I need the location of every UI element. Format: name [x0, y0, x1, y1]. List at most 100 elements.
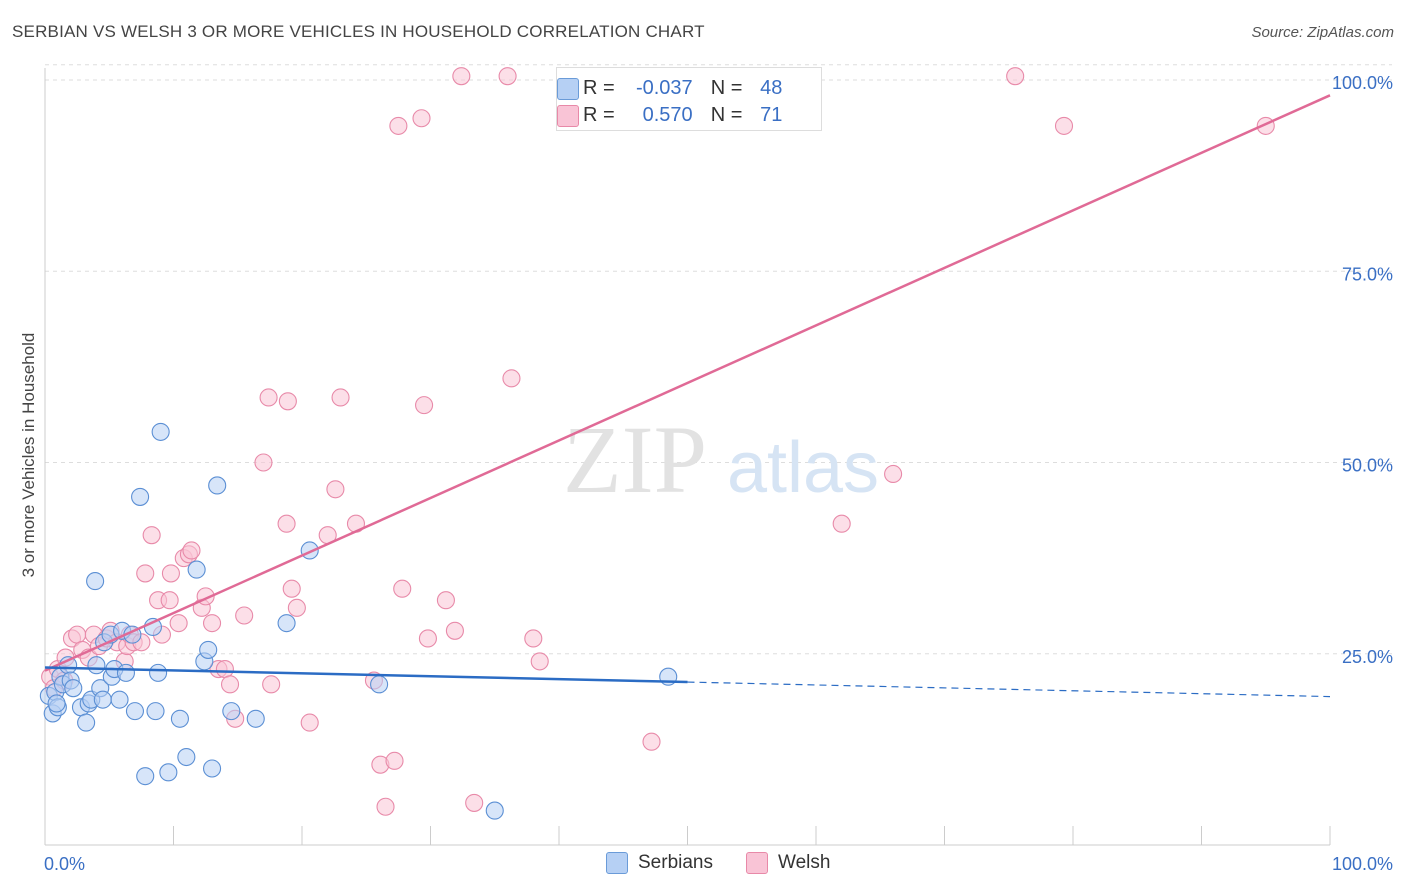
legend-label-welsh: Welsh [778, 852, 831, 873]
serbian-point [222, 702, 241, 721]
welsh-point [436, 591, 455, 610]
x-tick-label: 0.0% [44, 854, 85, 874]
watermark-atlas: atlas [727, 428, 879, 508]
serbian-point [187, 560, 206, 579]
serbian-point [208, 476, 227, 495]
welsh-point [393, 579, 412, 598]
x-tick-label: 100.0% [1332, 854, 1393, 874]
serbian-point [93, 690, 112, 709]
legend-item-serbians[interactable]: Serbians [606, 852, 713, 874]
y-tick-label: 100.0% [1332, 73, 1393, 93]
serbian-point [110, 690, 129, 709]
welsh-point [278, 392, 297, 411]
welsh-point [1006, 67, 1025, 86]
welsh-point [254, 453, 273, 472]
legend-swatch-welsh [746, 852, 768, 874]
welsh-point [259, 388, 278, 407]
serbian-point [246, 709, 265, 728]
welsh-point [498, 67, 517, 86]
y-tick-label: 75.0% [1342, 264, 1393, 284]
welsh-point [326, 480, 345, 499]
serbian-point [64, 679, 83, 698]
welsh-point [282, 579, 301, 598]
serbian-point [125, 702, 144, 721]
welsh-point [142, 526, 161, 545]
welsh-point [331, 388, 350, 407]
chart-title: SERBIAN VS WELSH 3 OR MORE VEHICLES IN H… [12, 22, 705, 41]
legend-r-value: -0.037 [635, 76, 693, 99]
y-tick-label: 50.0% [1342, 456, 1393, 476]
serbian-point [86, 572, 105, 591]
legend-n-value: 71 [760, 103, 783, 126]
welsh-point [68, 625, 87, 644]
legend-r-label: R = [583, 103, 615, 126]
welsh-point [465, 793, 484, 812]
welsh-point [452, 67, 471, 86]
legend-swatch-serbians [606, 852, 628, 874]
legend-n-label: N = [710, 103, 743, 126]
legend-r-value: 0.570 [642, 103, 693, 126]
welsh-point [215, 659, 234, 679]
welsh-point [418, 629, 437, 648]
serbian-point [131, 487, 150, 506]
legend-item-welsh[interactable]: Welsh [746, 852, 830, 874]
serbian-point [47, 694, 66, 713]
serbian-point [370, 675, 389, 694]
serbian-point [277, 614, 296, 633]
trendline-welsh [44, 94, 1331, 672]
welsh-point [235, 606, 254, 625]
welsh-point [642, 732, 661, 751]
welsh-point [203, 614, 222, 633]
watermark-zip: ZIP [563, 406, 707, 513]
welsh-point [160, 591, 179, 610]
tick-labels: 25.0% 50.0% 75.0% 100.0% 0.0% 100.0% [44, 73, 1393, 874]
welsh-point [161, 564, 180, 583]
gridlines [45, 64, 1392, 655]
welsh-point [287, 598, 306, 617]
serbian-point [136, 767, 155, 786]
y-tick-label: 25.0% [1342, 647, 1393, 667]
serbian-point [77, 713, 96, 732]
welsh-point [385, 751, 404, 770]
welsh-point [277, 514, 296, 533]
welsh-point [182, 541, 201, 560]
watermark: ZIP atlas [563, 406, 879, 513]
serbian-point [485, 801, 504, 820]
legend-swatch-welsh [557, 105, 579, 127]
welsh-point [502, 369, 521, 388]
serbian-point [170, 709, 189, 728]
welsh-point [445, 621, 464, 640]
welsh-point [300, 713, 319, 732]
welsh-point [884, 464, 903, 484]
welsh-point [169, 614, 188, 633]
serbian-point [149, 663, 168, 682]
legend-n-label: N = [710, 76, 743, 99]
welsh-point [530, 652, 549, 671]
serbian-point [159, 763, 178, 782]
welsh-point [220, 675, 240, 694]
welsh-point [412, 109, 431, 128]
serbian-point [116, 663, 136, 682]
welsh-point [832, 514, 851, 533]
serbian-point [203, 759, 222, 778]
serbian-point [199, 640, 218, 659]
welsh-point [389, 116, 408, 135]
trendline-serbians [44, 666, 688, 684]
serbian-point [146, 702, 165, 721]
trendline-serbians-extrapolated [687, 681, 1331, 698]
trendlines [44, 94, 1331, 698]
source-label: Source: ZipAtlas.com [1251, 24, 1394, 41]
welsh-point [524, 629, 543, 648]
legend-box: R = -0.037 N = 48 R = 0.570 N = 71 [556, 67, 822, 131]
legend-n-value: 48 [760, 76, 783, 99]
legend-row-welsh: R = 0.570 N = 71 [583, 102, 782, 128]
legend-row-serbians: R = -0.037 N = 48 [583, 75, 782, 101]
legend-r-label: R = [583, 76, 615, 99]
welsh-point [136, 564, 155, 583]
legend-swatch-serbians [557, 78, 579, 100]
legend-label-serbians: Serbians [638, 852, 713, 873]
welsh-point [1054, 116, 1074, 135]
welsh-point [376, 797, 395, 816]
welsh-point [262, 675, 281, 694]
